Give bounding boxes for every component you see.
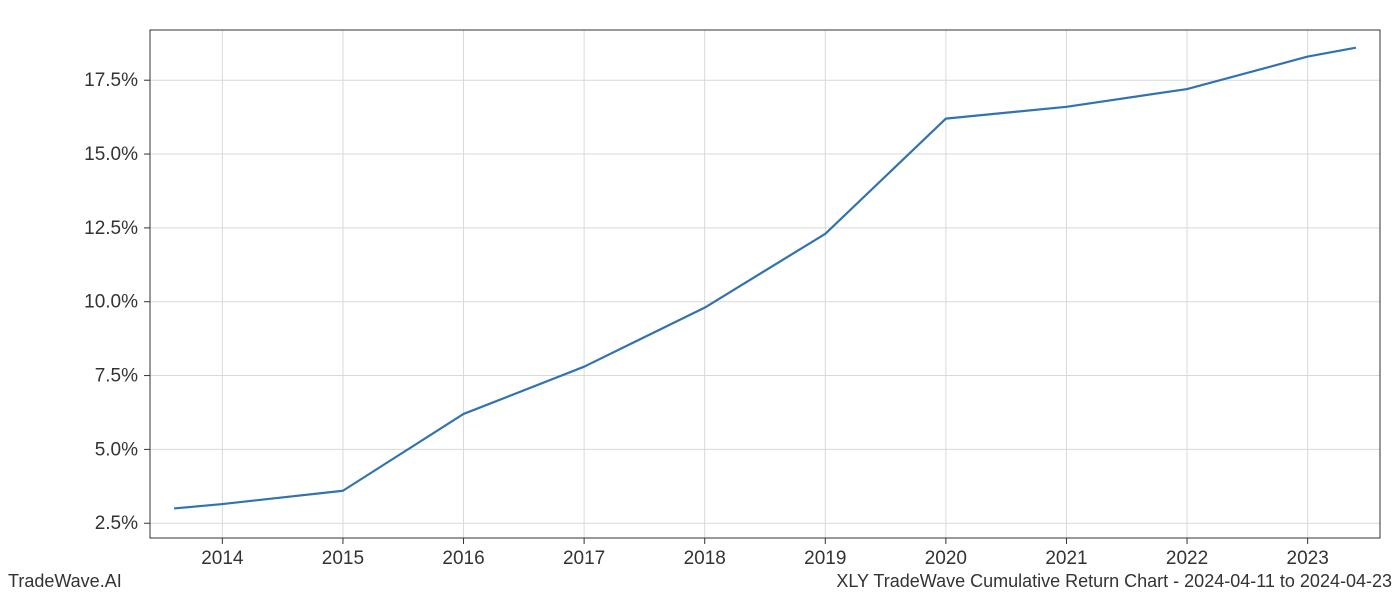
svg-text:15.0%: 15.0% [84,144,138,165]
svg-text:2015: 2015 [322,548,364,569]
svg-text:5.0%: 5.0% [95,439,138,460]
svg-text:2023: 2023 [1287,548,1329,569]
svg-text:2016: 2016 [442,548,484,569]
chart-footer: TradeWave.AI XLY TradeWave Cumulative Re… [0,571,1400,592]
svg-text:17.5%: 17.5% [84,70,138,91]
svg-text:2018: 2018 [684,548,726,569]
chart-container: 2014 2015 2016 2017 2018 2019 2020 2021 2022 2023… [0,0,1400,600]
svg-text:2019: 2019 [804,548,846,569]
svg-text:2022: 2022 [1166,548,1208,569]
svg-text:12.5%: 12.5% [84,218,138,239]
svg-text:10.0%: 10.0% [84,292,138,313]
footer-right-text: XLY TradeWave Cumulative Return Chart - … [836,571,1392,592]
svg-text:2020: 2020 [925,548,967,569]
line-chart: 2014 2015 2016 2017 2018 2019 2020 2021 2022 2023… [0,0,1400,600]
svg-text:2014: 2014 [201,548,244,569]
svg-text:2.5%: 2.5% [95,513,138,534]
svg-text:7.5%: 7.5% [95,366,138,387]
svg-text:2021: 2021 [1045,548,1087,569]
svg-text:2017: 2017 [563,548,605,569]
footer-left-text: TradeWave.AI [8,571,122,592]
